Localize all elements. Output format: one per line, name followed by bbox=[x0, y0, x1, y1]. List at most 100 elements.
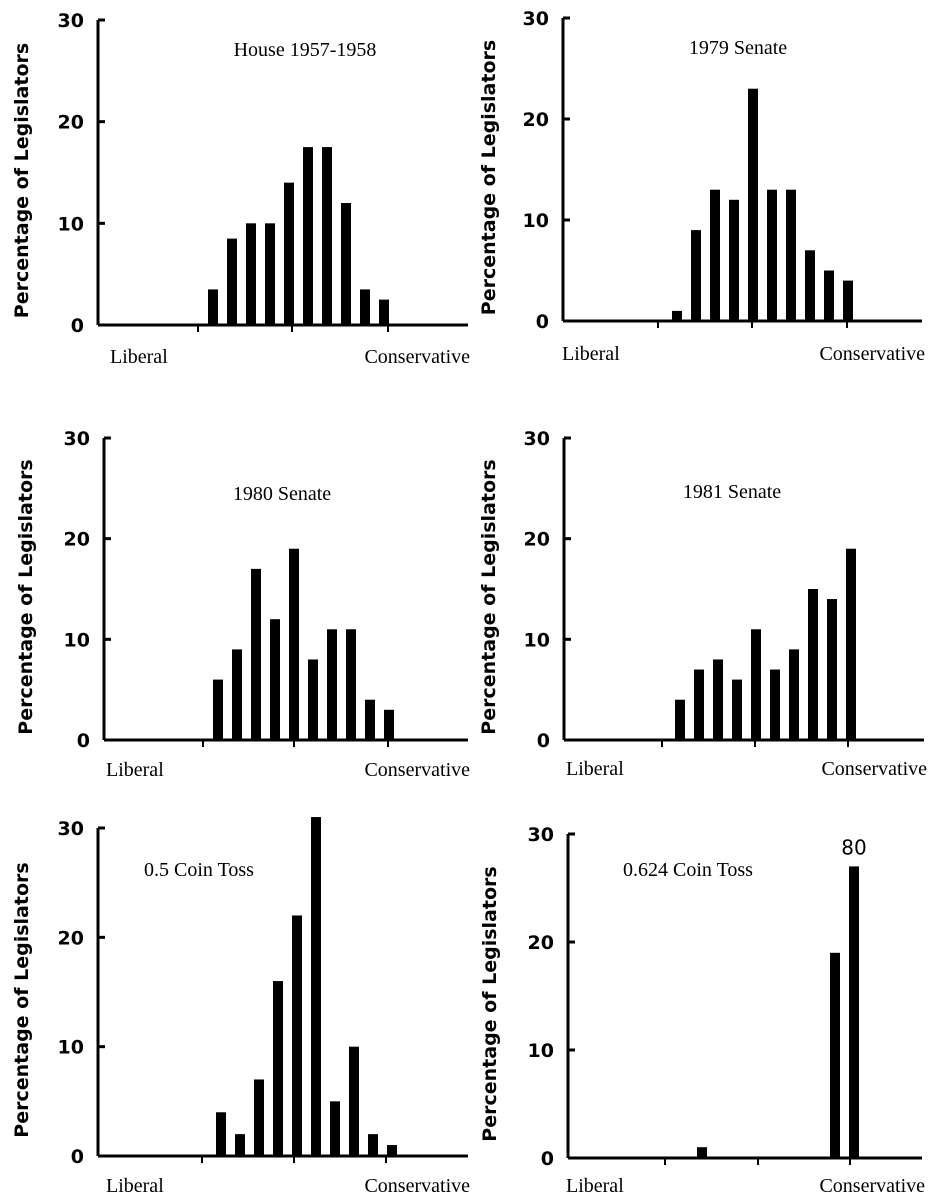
y-tick-label: 0 bbox=[71, 315, 84, 337]
y-tick-label: 30 bbox=[58, 10, 84, 32]
x-axis-end-label: Conservative bbox=[364, 759, 470, 781]
bar bbox=[805, 250, 815, 321]
bar bbox=[232, 649, 242, 740]
y-tick-label: 30 bbox=[64, 428, 90, 450]
bar bbox=[292, 915, 302, 1156]
bar bbox=[387, 1145, 397, 1156]
bar bbox=[322, 147, 332, 325]
y-tick-label: 0 bbox=[541, 1148, 554, 1170]
bar bbox=[672, 310, 682, 321]
bar bbox=[251, 568, 261, 740]
bar bbox=[311, 817, 321, 1156]
y-tick-label: 20 bbox=[58, 927, 84, 949]
bar bbox=[789, 649, 799, 740]
bar bbox=[732, 679, 742, 740]
bar bbox=[770, 669, 780, 740]
x-axis-end-label: Conservative bbox=[364, 1175, 470, 1197]
y-tick-label: 10 bbox=[524, 629, 550, 651]
bar bbox=[751, 629, 761, 740]
y-axis-label: Percentage of Legislators bbox=[478, 40, 500, 315]
y-tick-label: 30 bbox=[523, 8, 549, 30]
y-tick-label: 30 bbox=[58, 818, 84, 840]
bar bbox=[284, 182, 294, 325]
y-axis-label: Percentage of Legislators bbox=[11, 43, 33, 318]
bar bbox=[843, 280, 853, 321]
bar bbox=[808, 589, 818, 740]
bar bbox=[694, 669, 704, 740]
y-tick-label: 10 bbox=[64, 629, 90, 651]
chart-panel-1: 0 10 20 30 House 1957-1958 Percentage of Legi… bbox=[11, 10, 470, 368]
y-tick-label: 10 bbox=[58, 1037, 84, 1059]
x-axis-start-label: Liberal bbox=[106, 1175, 164, 1197]
bar bbox=[827, 599, 837, 740]
bar bbox=[360, 289, 370, 325]
chart-title: 1980 Senate bbox=[233, 483, 331, 505]
x-axis-end-label: Conservative bbox=[819, 343, 925, 365]
bar bbox=[246, 223, 256, 325]
bar bbox=[265, 223, 275, 325]
y-tick-label: 0 bbox=[537, 730, 550, 752]
y-axis-label: Percentage of Legislators bbox=[478, 459, 500, 734]
bar bbox=[273, 981, 283, 1156]
bar bbox=[216, 1112, 226, 1156]
bar bbox=[270, 619, 280, 740]
bar bbox=[379, 299, 389, 325]
chart-panel-5: 0 10 20 30 0.5 Coin Toss Percentage of Legisl… bbox=[11, 817, 470, 1197]
bar bbox=[697, 1147, 707, 1158]
bar bbox=[846, 548, 856, 740]
y-tick-label: 30 bbox=[524, 428, 550, 450]
bar bbox=[767, 189, 777, 321]
y-axis-label: Percentage of Legislators bbox=[479, 866, 501, 1141]
y-tick-label: 0 bbox=[536, 311, 549, 333]
bar bbox=[710, 189, 720, 321]
bar bbox=[691, 230, 701, 321]
x-axis-start-label: Liberal bbox=[566, 758, 624, 780]
bar bbox=[308, 659, 318, 740]
y-tick-label: 10 bbox=[528, 1040, 554, 1062]
chart-panel-4: 0 10 20 30 1981 Senate Percentage of Legislat… bbox=[478, 428, 927, 780]
bar bbox=[208, 289, 218, 325]
chart-title: 1981 Senate bbox=[683, 481, 781, 503]
x-axis-start-label: Liberal bbox=[566, 1175, 624, 1197]
bar bbox=[254, 1079, 264, 1156]
bar-annotation: 80 bbox=[841, 835, 866, 859]
chart-title: 0.624 Coin Toss bbox=[623, 859, 753, 881]
y-tick-label: 20 bbox=[64, 529, 90, 551]
x-axis-start-label: Liberal bbox=[562, 343, 620, 365]
bar bbox=[729, 199, 739, 321]
bar bbox=[830, 952, 840, 1158]
bar bbox=[303, 147, 313, 325]
bar bbox=[235, 1134, 245, 1156]
y-axis-label: Percentage of Legislators bbox=[15, 459, 37, 734]
y-tick-label: 20 bbox=[528, 932, 554, 954]
bar bbox=[341, 203, 351, 325]
bar bbox=[327, 629, 337, 740]
y-tick-label: 10 bbox=[523, 210, 549, 232]
chart-panel-2: 0 10 20 30 1979 Senate Percentage of Legislat… bbox=[478, 8, 925, 365]
bar bbox=[748, 88, 758, 321]
bar bbox=[346, 629, 356, 740]
bar bbox=[330, 1101, 340, 1156]
chart-title: House 1957-1958 bbox=[234, 39, 377, 61]
y-tick-label: 20 bbox=[524, 529, 550, 551]
bar bbox=[824, 270, 834, 321]
bar bbox=[675, 699, 685, 740]
chart-title: 0.5 Coin Toss bbox=[144, 859, 254, 881]
bar bbox=[713, 659, 723, 740]
x-axis-start-label: Liberal bbox=[106, 759, 164, 781]
y-tick-label: 20 bbox=[523, 109, 549, 131]
x-axis-end-label: Conservative bbox=[364, 346, 470, 368]
chart-panel-6: 0 10 20 30 80 0.624 Coin Toss Percentage of Le… bbox=[479, 824, 925, 1197]
bar bbox=[786, 189, 796, 321]
y-tick-label: 10 bbox=[58, 213, 84, 235]
chart-panel-3: 0 10 20 30 1980 Senate Percentage of Legislat… bbox=[15, 428, 470, 781]
y-axis-label: Percentage of Legislators bbox=[11, 862, 33, 1137]
chart-title: 1979 Senate bbox=[689, 37, 787, 59]
bar bbox=[368, 1134, 378, 1156]
y-tick-label: 0 bbox=[71, 1146, 84, 1168]
bar bbox=[384, 709, 394, 740]
bar bbox=[227, 238, 237, 325]
bar bbox=[349, 1046, 359, 1156]
bar bbox=[849, 866, 859, 1158]
bar bbox=[365, 699, 375, 740]
